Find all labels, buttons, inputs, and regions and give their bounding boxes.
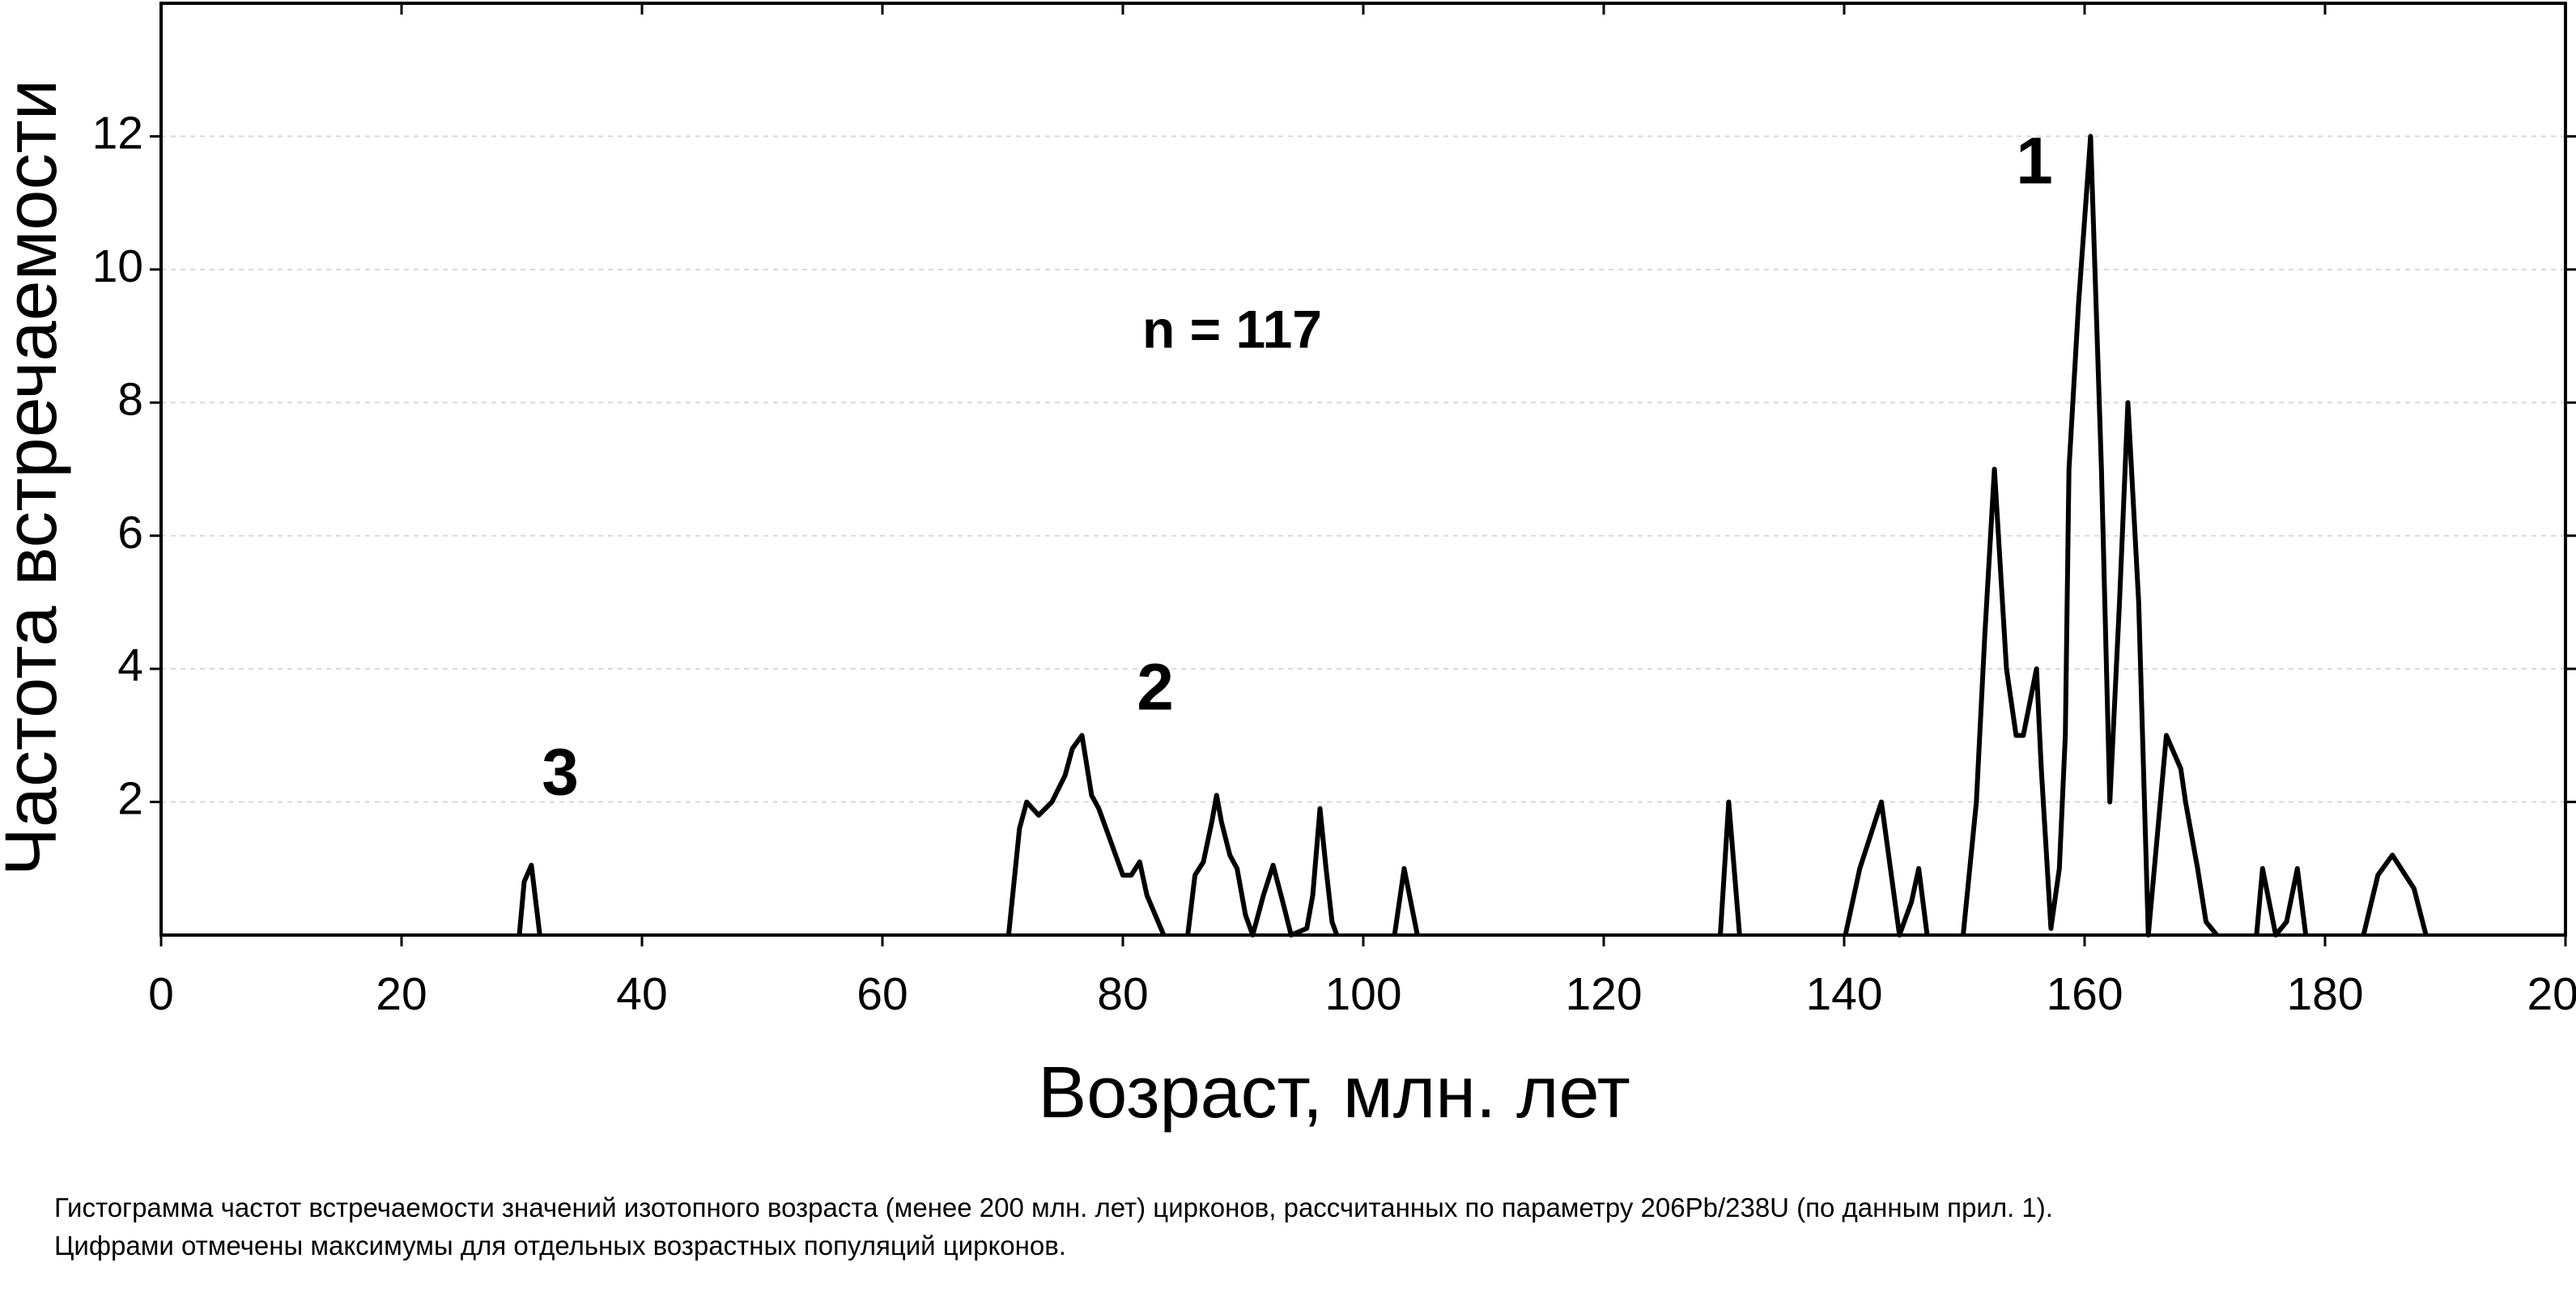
y-axis-title: Частота встречаемости <box>0 79 72 876</box>
x-tick-label: 0 <box>148 968 174 1020</box>
caption-line: Гистограмма частот встречаемости значени… <box>54 1193 2053 1222</box>
x-tick-label: 100 <box>1324 968 1401 1020</box>
peak-label: 2 <box>1137 651 1174 725</box>
caption-line: Цифрами отмечены максимумы для отдельных… <box>54 1231 1066 1261</box>
y-tick-label: 2 <box>117 773 143 825</box>
x-tick-label: 40 <box>616 968 667 1020</box>
x-tick-label: 20 <box>376 968 427 1020</box>
x-tick-label: 120 <box>1565 968 1642 1020</box>
x-tick-label: 200 <box>2527 968 2576 1020</box>
y-tick-label: 4 <box>117 640 143 691</box>
x-axis-title: Возраст, млн. лет <box>1038 1052 1630 1133</box>
x-tick-label: 140 <box>1805 968 1882 1020</box>
y-tick-label: 8 <box>117 373 143 425</box>
plot-frame <box>159 2 2567 937</box>
peak-label: 1 <box>2016 125 2053 198</box>
y-tick-label: 10 <box>92 240 143 292</box>
x-tick-label: 60 <box>857 968 908 1020</box>
y-tick-label: 6 <box>117 507 143 559</box>
peak-label: 3 <box>542 736 579 810</box>
data-line <box>516 134 2429 937</box>
x-tick-label: 80 <box>1097 968 1148 1020</box>
x-tick-label: 180 <box>2286 968 2363 1020</box>
sample-size: n = 117 <box>1142 299 1322 359</box>
y-tick-label: 12 <box>92 107 143 159</box>
x-tick-label: 160 <box>2046 968 2123 1020</box>
